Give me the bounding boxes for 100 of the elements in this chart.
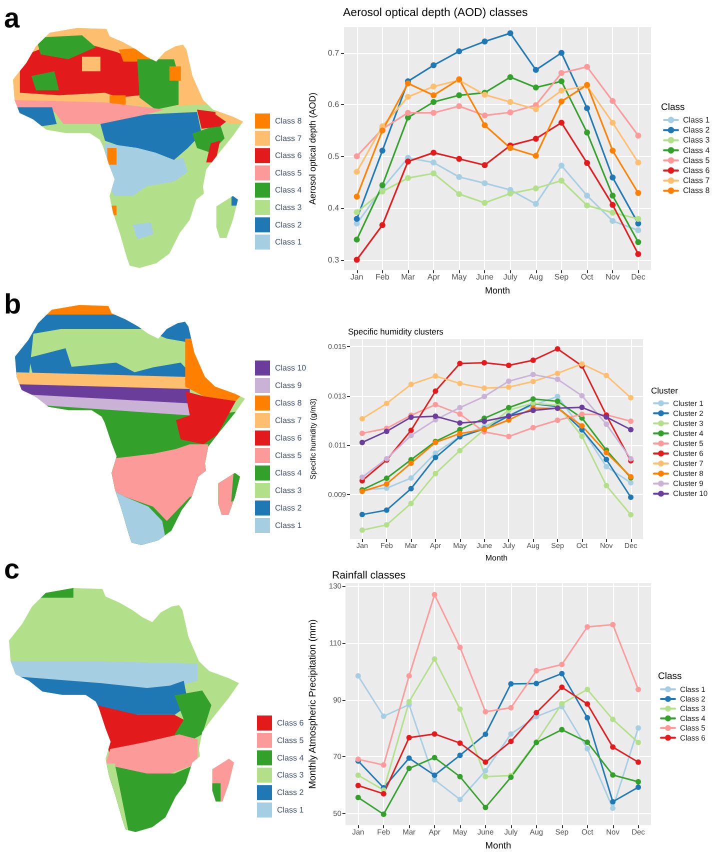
- point: [482, 708, 488, 714]
- point: [508, 705, 514, 710]
- point: [482, 804, 488, 810]
- point: [584, 701, 590, 707]
- point: [379, 222, 386, 228]
- x-tick-label: Oct: [580, 272, 594, 282]
- point: [635, 160, 642, 166]
- text: c: [4, 554, 20, 584]
- point: [432, 388, 438, 394]
- x-tick-label: Sep: [554, 272, 570, 282]
- point: [559, 684, 565, 690]
- point: [432, 772, 438, 778]
- y-axis-title: Aerosol optical depth (AOD): [308, 92, 318, 205]
- point: [404, 110, 411, 116]
- legend-label: Class 8: [683, 186, 710, 196]
- point: [610, 716, 616, 722]
- point: [558, 70, 564, 76]
- point: [559, 726, 565, 732]
- point: [432, 454, 438, 460]
- point: [610, 148, 616, 154]
- point: [457, 774, 463, 780]
- point: [628, 418, 634, 424]
- point: [384, 522, 390, 528]
- point: [610, 806, 616, 812]
- category-label: Class 7: [275, 134, 302, 143]
- x-tick-label: July: [503, 272, 518, 282]
- legend-title: Class: [658, 670, 682, 682]
- point: [554, 398, 560, 404]
- point: [430, 92, 437, 98]
- category-label: Class 2: [275, 220, 302, 230]
- point: [584, 64, 590, 70]
- point: [584, 130, 590, 136]
- point: [507, 145, 514, 152]
- category-label: Class 2: [275, 504, 302, 512]
- y-tick-label: 0.3: [328, 255, 340, 264]
- point: [408, 475, 414, 481]
- point: [579, 423, 585, 429]
- legend-label: Class 6: [683, 166, 710, 175]
- point: [379, 148, 386, 154]
- point: [482, 122, 488, 128]
- category-label: Class 6: [275, 151, 302, 160]
- point: [359, 527, 365, 533]
- point: [507, 109, 514, 116]
- x-tick-label: Mar: [401, 272, 416, 282]
- point: [532, 152, 539, 159]
- point: [482, 768, 488, 774]
- point: [558, 162, 564, 169]
- point: [584, 160, 590, 166]
- point: [406, 699, 412, 705]
- point: [628, 395, 634, 401]
- x-tick-label: Nov: [606, 272, 620, 282]
- point: [430, 99, 437, 105]
- point: [482, 112, 488, 118]
- point: [482, 200, 488, 206]
- point: [432, 754, 438, 760]
- point: [359, 474, 365, 480]
- x-axis-title: Month: [485, 840, 512, 850]
- point: [530, 372, 536, 378]
- legend-label: Class 7: [683, 176, 710, 186]
- point: [559, 662, 565, 668]
- point: [359, 440, 365, 446]
- point: [628, 480, 634, 486]
- point: [482, 759, 488, 765]
- point: [534, 680, 540, 686]
- point: [610, 622, 616, 628]
- point: [636, 740, 642, 746]
- point: [532, 106, 539, 112]
- point: [584, 686, 590, 692]
- legend-label: Class 1: [683, 116, 710, 124]
- point: [432, 731, 438, 737]
- point: [604, 464, 610, 470]
- point: [584, 739, 590, 745]
- point: [408, 486, 414, 492]
- point: [579, 434, 585, 440]
- category-label: Class 3: [275, 203, 302, 212]
- point: [604, 456, 610, 462]
- point: [610, 192, 616, 199]
- legend-title: Class: [661, 102, 686, 113]
- point: [354, 209, 360, 216]
- point: [384, 428, 390, 434]
- point: [354, 153, 360, 160]
- point: [457, 380, 463, 386]
- point: [508, 731, 514, 737]
- point: [406, 673, 412, 679]
- point: [408, 382, 414, 388]
- point: [404, 175, 411, 182]
- point: [432, 656, 438, 662]
- point: [530, 396, 536, 402]
- point: [404, 94, 411, 100]
- point: [482, 731, 488, 737]
- legend-label: Class 5: [683, 156, 710, 165]
- point: [482, 360, 488, 366]
- point: [559, 701, 565, 707]
- point: [506, 362, 512, 368]
- point: [558, 120, 564, 126]
- point: [456, 92, 462, 98]
- point: [432, 592, 438, 598]
- point: [456, 174, 462, 180]
- point: [628, 494, 634, 500]
- category-label: Class 8: [275, 398, 302, 408]
